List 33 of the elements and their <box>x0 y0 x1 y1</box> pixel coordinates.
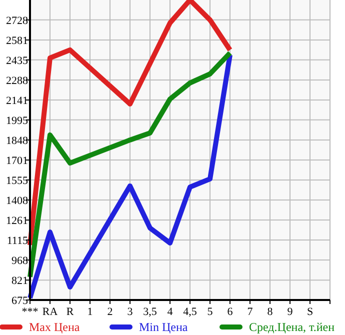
x-tick-label: 5 <box>207 306 214 318</box>
y-tick-label: 675 <box>12 295 28 307</box>
y-tick-label: 1995 <box>6 114 28 127</box>
x-tick-label: RA <box>42 306 58 318</box>
x-tick-label: 8 <box>267 306 274 318</box>
y-tick-label: 1848 <box>6 134 28 147</box>
y-tick-label: 2581 <box>6 34 28 47</box>
x-tick-label: 6 <box>227 306 234 318</box>
x-tick-label: *** <box>22 306 38 318</box>
y-tick-label: 2435 <box>6 54 28 67</box>
y-tick-label: 821 <box>12 275 28 288</box>
y-tick-label: 2141 <box>6 95 28 107</box>
x-tick-label: 3 <box>127 306 134 318</box>
x-tick-label: 2 <box>107 306 113 318</box>
y-tick-label: 1701 <box>6 155 28 168</box>
x-tick-label: S <box>306 306 314 318</box>
x-tick-label: 1 <box>87 306 93 318</box>
y-tick-label: 1115 <box>6 234 28 247</box>
x-tick-label: 3,5 <box>143 306 158 318</box>
y-tick-label: 968 <box>12 255 28 268</box>
x-tick-label: R <box>66 306 74 318</box>
y-tick-label: 2728 <box>6 14 28 27</box>
x-tick-label: 9 <box>287 306 294 318</box>
y-tick-label: 2288 <box>6 74 28 87</box>
x-tick-label: 4,5 <box>183 306 198 318</box>
legend-label: Сред.Цена, т.йен <box>249 320 336 334</box>
y-tick-label: 1555 <box>6 174 28 187</box>
x-tick-label: 4 <box>167 306 174 318</box>
legend-label: Min Цена <box>139 320 188 334</box>
y-tick-label: 1408 <box>6 195 28 207</box>
x-tick-label: 7 <box>247 306 254 318</box>
y-tick-label: 1261 <box>6 215 28 228</box>
legend-label: Max Цена <box>29 320 80 334</box>
